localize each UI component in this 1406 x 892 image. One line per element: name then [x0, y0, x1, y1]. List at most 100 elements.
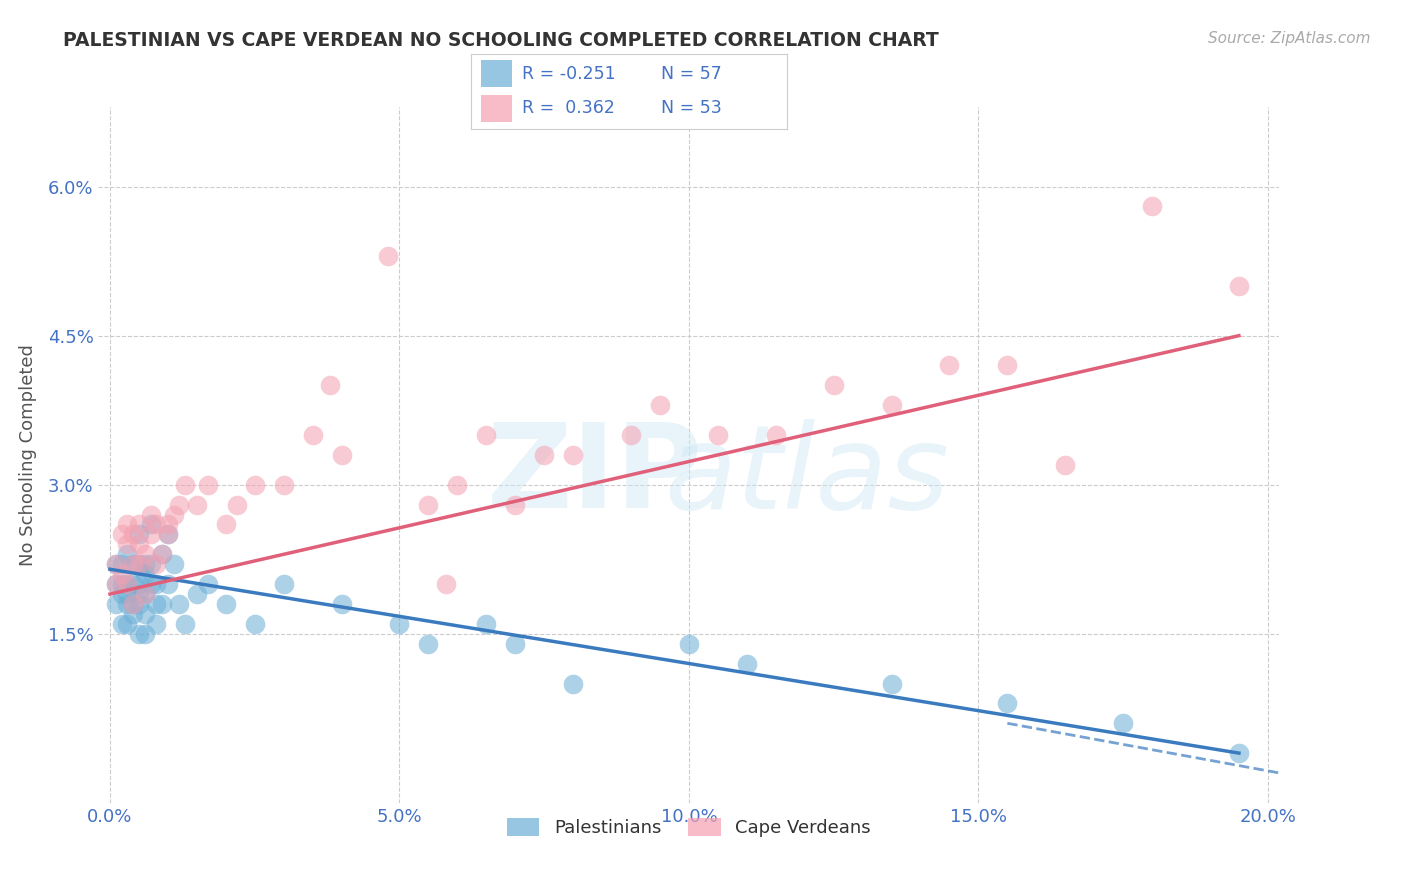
Legend: Palestinians, Cape Verdeans: Palestinians, Cape Verdeans	[498, 808, 880, 846]
Point	[273, 577, 295, 591]
Point	[273, 477, 295, 491]
Point	[765, 428, 787, 442]
Text: N = 53: N = 53	[661, 100, 721, 118]
Point	[139, 517, 162, 532]
Point	[117, 547, 139, 561]
Point	[134, 627, 156, 641]
Text: Source: ZipAtlas.com: Source: ZipAtlas.com	[1208, 31, 1371, 46]
Point	[880, 398, 903, 412]
Point	[145, 517, 167, 532]
Point	[156, 577, 179, 591]
Point	[418, 498, 440, 512]
Point	[215, 517, 238, 532]
Point	[139, 508, 162, 522]
Point	[117, 577, 139, 591]
Point	[503, 637, 526, 651]
Point	[134, 587, 156, 601]
Point	[197, 477, 219, 491]
Point	[434, 577, 457, 591]
Point	[163, 558, 186, 572]
Point	[150, 597, 173, 611]
Point	[128, 537, 150, 551]
Point	[995, 359, 1018, 373]
Point	[128, 587, 150, 601]
Point	[562, 676, 585, 690]
Point	[418, 637, 440, 651]
Point	[122, 607, 145, 621]
Point	[128, 527, 150, 541]
Text: atlas: atlas	[665, 418, 949, 533]
Point	[145, 597, 167, 611]
Point	[163, 508, 186, 522]
Point	[122, 558, 145, 572]
Point	[117, 517, 139, 532]
Point	[377, 249, 399, 263]
Point	[562, 448, 585, 462]
Point	[823, 378, 845, 392]
Point	[330, 597, 353, 611]
Point	[243, 616, 266, 631]
Point	[1227, 746, 1250, 760]
Point	[134, 607, 156, 621]
Point	[243, 477, 266, 491]
Point	[128, 558, 150, 572]
Point	[110, 567, 132, 582]
Point	[128, 517, 150, 532]
Point	[122, 527, 145, 541]
Point	[620, 428, 643, 442]
Point	[174, 616, 197, 631]
Point	[169, 498, 191, 512]
Text: R = -0.251: R = -0.251	[522, 64, 616, 83]
Point	[1227, 279, 1250, 293]
Point	[169, 597, 191, 611]
Point	[475, 616, 498, 631]
Point	[122, 597, 145, 611]
Point	[122, 558, 145, 572]
Point	[475, 428, 498, 442]
Point	[134, 567, 156, 582]
Point	[122, 577, 145, 591]
Point	[128, 558, 150, 572]
Point	[104, 558, 127, 572]
Point	[1140, 199, 1163, 213]
Point	[128, 577, 150, 591]
Point	[104, 577, 127, 591]
FancyBboxPatch shape	[481, 61, 512, 87]
Point	[128, 627, 150, 641]
Point	[156, 527, 179, 541]
Point	[678, 637, 700, 651]
Point	[319, 378, 342, 392]
Point	[110, 527, 132, 541]
Point	[150, 547, 173, 561]
Point	[139, 527, 162, 541]
Point	[117, 577, 139, 591]
Point	[145, 616, 167, 631]
Point	[186, 498, 208, 512]
Point	[134, 558, 156, 572]
Point	[122, 597, 145, 611]
Point	[995, 697, 1018, 711]
Point	[104, 597, 127, 611]
Text: N = 57: N = 57	[661, 64, 721, 83]
Point	[880, 676, 903, 690]
Point	[938, 359, 960, 373]
Point	[104, 577, 127, 591]
Point	[156, 527, 179, 541]
Point	[110, 577, 132, 591]
Point	[388, 616, 411, 631]
Point	[145, 577, 167, 591]
Point	[226, 498, 249, 512]
Point	[301, 428, 323, 442]
Point	[117, 537, 139, 551]
Point	[446, 477, 468, 491]
Point	[648, 398, 671, 412]
Text: R =  0.362: R = 0.362	[522, 100, 614, 118]
Point	[145, 558, 167, 572]
Point	[128, 597, 150, 611]
Point	[735, 657, 758, 671]
Point	[134, 547, 156, 561]
Point	[186, 587, 208, 601]
Point	[117, 587, 139, 601]
Point	[110, 558, 132, 572]
Point	[707, 428, 730, 442]
